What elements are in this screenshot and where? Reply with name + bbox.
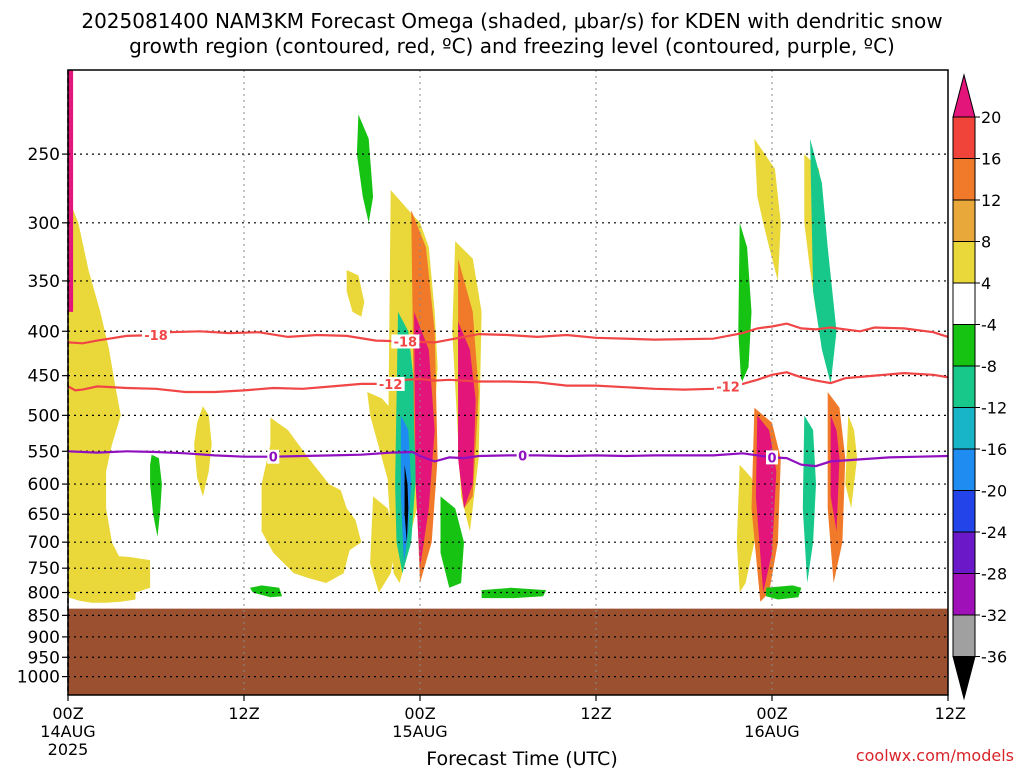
contour-label-bg [714, 379, 742, 394]
omega-region-green-hour14 [249, 585, 283, 598]
colorbar-label-4: 4 [981, 274, 991, 293]
x-tick-label-4: 00Z [756, 704, 787, 723]
y-tick-label-900: 900 [28, 628, 60, 648]
chart-title-line-1: 2025081400 NAM3KM Forecast Omega (shaded… [81, 9, 943, 33]
colorbar-box-11 [952, 531, 976, 574]
omega-region-yellow-hour8 [194, 406, 212, 497]
colorbar-label-6: -8 [981, 357, 997, 376]
y-tick-label-650: 650 [28, 505, 60, 525]
colorbar-label-0: 20 [981, 108, 1001, 127]
contour-label-bg [267, 449, 280, 464]
colorbar-top-arrow [952, 73, 976, 118]
y-tick-label-300: 300 [28, 214, 60, 234]
omega-region-yellow-hour13 [261, 417, 362, 583]
contour-label--18-0: -18 [144, 329, 168, 344]
omega-region-yellow-left-low [85, 551, 151, 599]
colorbar-label-8: -16 [981, 440, 1007, 459]
x-tick-year-0: 2025 [48, 740, 89, 759]
contour-label-0-0: 0 [269, 451, 278, 466]
y-tick-label-550: 550 [28, 442, 60, 462]
contour-line-0 [68, 450, 948, 468]
colorbar-label-11: -28 [981, 565, 1007, 584]
y-tick-label-1000: 1000 [17, 668, 60, 688]
x-tick-label-5: 12Z [935, 704, 966, 723]
omega-region-yellow-left-column [68, 196, 136, 603]
y-tick-label-500: 500 [28, 406, 60, 426]
contour-line--12 [68, 371, 948, 394]
contour-label-bg [516, 448, 529, 463]
credit-text: coolwx.com/models [856, 746, 1014, 765]
omega-region-green-hour50 [802, 415, 816, 583]
y-tick-label-850: 850 [28, 606, 60, 626]
x-tick-date-0: 14AUG [40, 722, 95, 741]
y-tick-label-400: 400 [28, 322, 60, 342]
x-tick-date-2: 15AUG [392, 722, 447, 741]
colorbar-bottom-arrow [952, 656, 976, 701]
omega-region-magenta-top-strip [68, 70, 74, 312]
colorbar-label-12: -32 [981, 606, 1007, 625]
ground-fill [68, 608, 948, 695]
colorbar-label-5: -4 [981, 316, 997, 335]
colorbar-box-13 [952, 614, 976, 657]
omega-region-magenta-hour52 [830, 415, 840, 532]
omega-region-yellow-hour47-top [754, 138, 781, 281]
x-tick-label-2: 00Z [404, 704, 435, 723]
colorbar-box-2 [952, 158, 976, 201]
x-axis-label: Forecast Time (UTC) [426, 748, 617, 768]
chart-title-line-2: growth region (contoured, red, ºC) and f… [129, 34, 895, 58]
plot-area: -18 -18 -12 -12 0 0 0 [68, 70, 948, 695]
colorbar-label-7: -12 [981, 399, 1007, 418]
contour-label-bg [766, 450, 778, 465]
x-tick-label-1: 12Z [228, 704, 259, 723]
omega-region-green-hour46 [738, 222, 752, 384]
x-tick-date-4: 16AUG [744, 722, 799, 741]
colorbar-label-3: 8 [981, 233, 991, 252]
y-tick-label-600: 600 [28, 475, 60, 495]
y-tick-label-350: 350 [28, 272, 60, 292]
y-tick-label-250: 250 [28, 145, 60, 165]
y-tick-label-950: 950 [28, 648, 60, 668]
omega-region-yellow-hour20-low [370, 496, 397, 593]
omega-region-yellow-hour19-top [346, 270, 365, 317]
colorbar-box-5 [952, 282, 976, 325]
omega-region-magenta-hour27 [458, 321, 476, 509]
x-tick-label-0: 00Z [52, 704, 83, 723]
contour-label--12-0: -12 [379, 378, 403, 393]
omega-region-green-hour20-top [356, 114, 374, 223]
omega-region-green-hour51 [810, 138, 837, 384]
colorbar-box-10 [952, 490, 976, 533]
colorbar-label-9: -20 [981, 482, 1007, 501]
contour-label-bg [391, 334, 420, 349]
contour-label-bg [376, 376, 405, 391]
omega-region-green-hour6 [150, 454, 162, 537]
y-tick-label-700: 700 [28, 533, 60, 553]
colorbar-label-1: 16 [981, 150, 1001, 169]
contour-line--18 [68, 322, 948, 345]
colorbar-box-3 [952, 199, 976, 242]
colorbar-box-9 [952, 448, 976, 491]
colorbar-box-8 [952, 407, 976, 450]
omega-region-yellow-hour53 [845, 415, 858, 509]
contour-label-0-1: 0 [518, 449, 527, 464]
y-tick-label-800: 800 [28, 584, 60, 604]
contour-label-bg [142, 328, 170, 343]
colorbar-label-2: 12 [981, 191, 1001, 210]
colorbar-box-7 [952, 365, 976, 408]
colorbar-box-12 [952, 573, 976, 616]
y-tick-label-450: 450 [28, 367, 60, 387]
contour-label--18-1: -18 [394, 335, 418, 350]
colorbar-label-10: -24 [981, 523, 1007, 542]
y-tick-label-750: 750 [28, 559, 60, 579]
contour-label-0-2: 0 [767, 451, 776, 466]
colorbar-box-4 [952, 241, 976, 284]
colorbar-box-1 [952, 116, 976, 159]
colorbar-box-6 [952, 324, 976, 367]
colorbar-label-13: -36 [981, 648, 1007, 667]
x-tick-label-3: 12Z [580, 704, 611, 723]
contour-label--12-1: -12 [716, 380, 740, 395]
